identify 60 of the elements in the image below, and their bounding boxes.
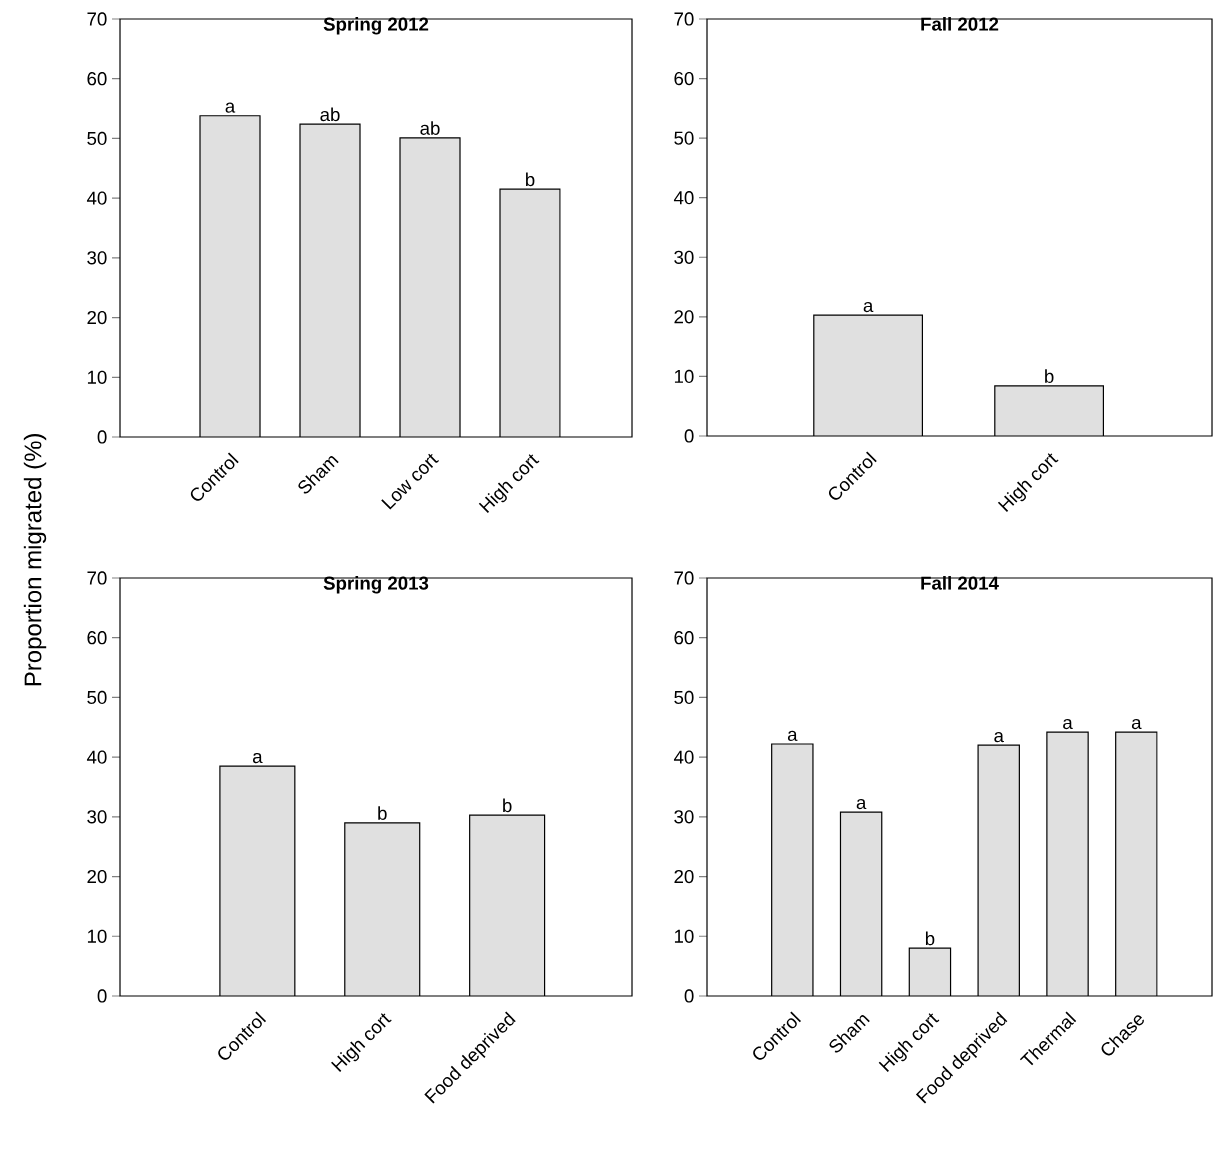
chart-title: Fall 2012 xyxy=(921,17,999,31)
y-tick-label: 0 xyxy=(97,430,107,444)
y-tick-label: 10 xyxy=(674,369,694,384)
y-tick-label: 50 xyxy=(87,131,107,146)
annotation: a xyxy=(856,798,867,810)
annotation: a xyxy=(252,752,263,764)
y-tick-label: 30 xyxy=(674,250,694,264)
y-tick-label: 70 xyxy=(87,571,107,585)
y-tick-label: 20 xyxy=(674,869,694,884)
y-tick-label: 60 xyxy=(87,631,107,645)
y-tick-label: 70 xyxy=(674,12,694,26)
annotation: b xyxy=(925,931,935,946)
y-tick-label: 40 xyxy=(673,191,694,205)
y-tick-label: 40 xyxy=(86,191,107,205)
y-tick-label: 40 xyxy=(86,750,107,764)
bar xyxy=(399,137,461,437)
y-tick-label: 0 xyxy=(684,429,694,443)
annotation: a xyxy=(1063,718,1073,730)
y-tick-label: 30 xyxy=(674,810,694,824)
y-tick-label: 50 xyxy=(87,690,107,705)
y-tick-label: 50 xyxy=(674,690,694,705)
annotation: b xyxy=(503,798,512,813)
annotation: a xyxy=(994,732,1004,743)
y-tick-label: 70 xyxy=(87,12,107,26)
bar xyxy=(344,822,421,996)
annotation: ab xyxy=(420,121,440,135)
y-tick-label: 20 xyxy=(87,869,107,884)
bar xyxy=(469,814,546,996)
chart-title: Spring 2012 xyxy=(323,17,429,35)
y-tick-label: 0 xyxy=(97,989,107,1003)
y-axis-title: Proportion migrated (%) xyxy=(23,434,47,686)
bar xyxy=(299,123,361,437)
y-tick-label: 40 xyxy=(673,750,694,764)
bar xyxy=(219,765,296,996)
y-tick-label: 60 xyxy=(674,631,694,645)
y-tick-label: 10 xyxy=(87,929,107,943)
y-tick-label: 60 xyxy=(674,71,694,86)
annotation: ab xyxy=(320,107,340,122)
y-tick-label: 50 xyxy=(674,131,694,145)
y-tick-label: 70 xyxy=(674,571,694,585)
y-tick-label: 0 xyxy=(684,989,694,1003)
y-tick-label: 20 xyxy=(674,310,694,324)
annotation: a xyxy=(1131,718,1142,730)
x-tick-label: Low cort xyxy=(381,453,439,510)
chart-title: Spring 2013 xyxy=(323,576,429,594)
bar xyxy=(499,188,561,437)
annotation: a xyxy=(863,301,874,313)
chart-title: Fall 2014 xyxy=(921,576,999,590)
annotation: a xyxy=(225,102,236,113)
y-tick-label: 30 xyxy=(87,251,107,265)
bar xyxy=(199,115,261,437)
y-tick-label: 60 xyxy=(87,72,107,86)
annotation: a xyxy=(787,730,798,742)
annotation: b xyxy=(378,806,387,820)
y-tick-label: 10 xyxy=(674,929,694,943)
y-tick-label: 30 xyxy=(87,810,107,824)
annotation: b xyxy=(526,172,535,187)
y-tick-label: 20 xyxy=(87,310,107,325)
annotation: b xyxy=(1045,369,1054,384)
y-tick-label: 10 xyxy=(87,370,107,384)
